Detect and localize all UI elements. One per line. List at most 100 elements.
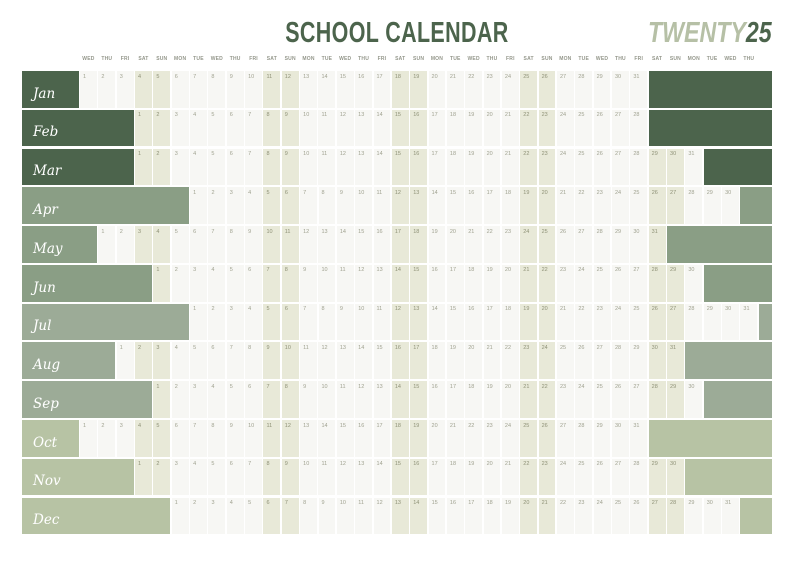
- day-cell: 22: [465, 420, 483, 457]
- day-cell: 6: [208, 342, 226, 380]
- day-cell: 10: [300, 458, 317, 496]
- day-cell: 20: [428, 71, 446, 108]
- month-end-filler: [648, 420, 772, 457]
- day-cell: 24: [520, 226, 538, 263]
- day-cell: 17: [373, 71, 391, 108]
- day-cell: 20: [483, 109, 501, 147]
- day-cell: 21: [501, 109, 519, 147]
- day-cell: 29: [667, 264, 684, 302]
- day-cell: 13: [355, 458, 373, 496]
- day-cell: 25: [630, 187, 648, 224]
- day-cell: 1: [135, 109, 152, 147]
- day-cell: 8: [263, 458, 281, 496]
- day-cell: 12: [355, 264, 373, 302]
- day-cell: 19: [446, 342, 464, 380]
- day-cell: 27: [611, 148, 629, 186]
- day-cell: 9: [281, 458, 299, 496]
- day-cell: 5: [226, 381, 244, 418]
- month-end-filler: [685, 458, 772, 496]
- day-cell: 26: [556, 226, 574, 263]
- day-cell: 2: [98, 71, 116, 108]
- day-cell: 29: [648, 458, 666, 496]
- day-cell: 23: [575, 497, 593, 535]
- day-cell: 12: [336, 458, 354, 496]
- day-cell: 23: [538, 458, 556, 496]
- day-cell: 26: [648, 187, 666, 224]
- weekday-header: THU: [614, 56, 626, 62]
- day-cell: 12: [281, 71, 299, 108]
- day-cell: 1: [116, 342, 134, 380]
- day-cell: 1: [190, 187, 207, 224]
- day-cell: 5: [208, 458, 226, 496]
- day-cell: 31: [630, 420, 648, 457]
- month-row-may: May 1 2 3 4 5 6 7 8 9 10 11 12 13 14 15 16 17 18 19 20 21 22 23…: [22, 226, 772, 263]
- day-cell: 25: [538, 226, 556, 263]
- day-cell: 7: [300, 187, 317, 224]
- day-cell: 4: [208, 381, 226, 418]
- year-word: TWENTY: [648, 17, 747, 49]
- day-cell: 26: [648, 303, 666, 341]
- day-cell: 24: [538, 342, 556, 380]
- day-cell: 22: [501, 342, 519, 380]
- day-cell: 19: [483, 381, 501, 418]
- day-cell: 30: [667, 458, 684, 496]
- day-cell: 15: [336, 71, 354, 108]
- day-cell: 16: [373, 226, 391, 263]
- day-cell: 30: [611, 420, 629, 457]
- day-cell: 28: [611, 342, 629, 380]
- month-row-dec: Dec 1 2 3 4 5 6 7 8 9 10 11 12 13 14 15 16 17 18 19 20 21 22 23…: [22, 497, 772, 535]
- day-cell: 8: [318, 303, 336, 341]
- day-cell: 23: [520, 342, 538, 380]
- year-digits: 25: [746, 17, 772, 49]
- month-end-filler: [703, 381, 772, 418]
- month-label: May: [22, 226, 97, 263]
- day-cell: 4: [135, 420, 152, 457]
- day-cell: 14: [373, 458, 391, 496]
- day-cell: 20: [538, 187, 556, 224]
- day-cell: 27: [611, 458, 629, 496]
- day-cell: 5: [226, 264, 244, 302]
- day-cell: 7: [245, 148, 262, 186]
- day-cell: 30: [685, 264, 703, 302]
- day-cell: 22: [483, 226, 501, 263]
- weekday-header: FRI: [506, 56, 515, 62]
- day-cell: 12: [300, 226, 317, 263]
- day-cell: 19: [465, 148, 483, 186]
- day-cell: 27: [648, 497, 666, 535]
- weekday-header: MON: [174, 56, 187, 62]
- day-cell: 24: [575, 381, 593, 418]
- page-title: SCHOOL CALENDAR: [285, 17, 509, 49]
- month-row-feb: Feb 1 2 3 4 5 6 7 8 9 10 11 12 13 14 15 16 17 18 19 20 21 22 23…: [22, 109, 772, 147]
- day-cell: 17: [428, 148, 446, 186]
- day-cell: 26: [593, 109, 611, 147]
- day-cell: 20: [501, 381, 519, 418]
- day-cell: 14: [391, 381, 409, 418]
- day-cell: 5: [208, 148, 226, 186]
- day-cell: 19: [483, 264, 501, 302]
- day-cell: 30: [722, 187, 739, 224]
- day-cell: 18: [410, 226, 428, 263]
- day-cell: 20: [483, 148, 501, 186]
- day-cell: 13: [300, 71, 317, 108]
- day-cell: 16: [355, 420, 372, 457]
- weekday-header: WED: [595, 56, 609, 62]
- day-cell: 17: [428, 458, 446, 496]
- month-end-filler: [648, 71, 772, 108]
- day-cell: 10: [281, 342, 299, 380]
- day-cell: 25: [593, 264, 611, 302]
- day-cell: 3: [135, 226, 152, 263]
- day-cell: 26: [575, 342, 593, 380]
- day-cell: 16: [410, 109, 428, 147]
- day-cell: 1: [171, 497, 189, 535]
- day-cell: 20: [501, 264, 519, 302]
- weekday-header: WED: [210, 56, 223, 62]
- month-end-filler: [758, 303, 772, 341]
- day-cell: 15: [391, 458, 409, 496]
- day-cell: 2: [135, 342, 152, 380]
- day-cell: 3: [208, 497, 226, 535]
- day-cell: 4: [226, 497, 244, 535]
- day-cell: 18: [391, 71, 409, 108]
- weekday-header: SAT: [395, 56, 406, 62]
- weekday-header: SUN: [413, 56, 425, 62]
- day-cell: 12: [281, 420, 299, 457]
